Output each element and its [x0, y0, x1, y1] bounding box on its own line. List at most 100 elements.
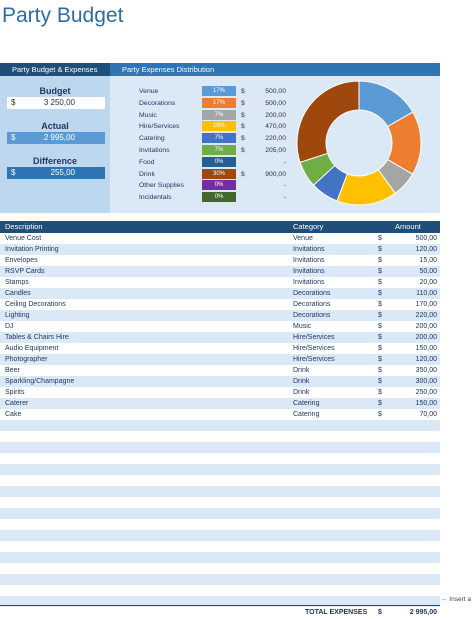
table-row[interactable]: Photographer Hire/Services $120,00 [0, 354, 440, 365]
distribution-currency: $ [241, 135, 245, 143]
distribution-category: Hire/Services [139, 123, 180, 131]
table-row[interactable]: Lighting Decorations $220,00 [0, 310, 440, 321]
row-category: Decorations [293, 312, 331, 319]
table-row[interactable]: Ceiling Decorations Decorations $170,00 [0, 299, 440, 310]
row-description: Sparkling/Champagne [5, 378, 75, 385]
row-category: Drink [293, 367, 310, 374]
table-row-empty[interactable] [0, 574, 440, 585]
distribution-currency: $ [241, 170, 245, 178]
row-currency: $ [378, 235, 382, 242]
table-row-empty[interactable] [0, 497, 440, 508]
row-amount: 20,00 [419, 279, 437, 286]
table-row[interactable]: Venue Cost Venue $500,00 [0, 233, 440, 244]
distribution-percent: 0% [202, 180, 236, 191]
distribution-percent: 7% [202, 109, 236, 120]
distribution-percent: 7% [202, 145, 236, 155]
distribution-category: Food [139, 158, 155, 166]
distribution-amount: - [283, 194, 286, 202]
expenses-table-body: Venue Cost Venue $500,00 Invitation Printin… [0, 233, 440, 607]
table-row-empty[interactable] [0, 519, 440, 530]
table-row[interactable]: Cake Catering $70,00 [0, 409, 440, 420]
table-row[interactable]: Candles Decorations $110,00 [0, 288, 440, 299]
row-description: Candles [5, 290, 31, 297]
row-description: Audio Equipment [5, 345, 59, 352]
distribution-category: Music [139, 111, 157, 119]
budget-value-cell[interactable]: $ 3 250,00 [7, 97, 105, 109]
distribution-percent: 0% [202, 156, 236, 167]
row-description: RSVP Cards [5, 268, 45, 275]
distribution-amount: 500,00 [265, 99, 286, 107]
header-description: Description [5, 222, 43, 231]
table-row[interactable]: Envelopes Invitations $15,00 [0, 255, 440, 266]
actual-label: Actual [41, 121, 69, 131]
table-row[interactable]: Audio Equipment Hire/Services $150,00 [0, 343, 440, 354]
row-currency: $ [378, 268, 382, 275]
distribution-amount: 900,00 [265, 170, 286, 178]
distribution-amount: 500,00 [265, 88, 286, 95]
row-description: Photographer [5, 356, 48, 363]
budget-currency: $ [11, 98, 16, 107]
table-row[interactable]: Sparkling/Champagne Drink $300,00 [0, 376, 440, 387]
row-amount: 70,00 [419, 411, 437, 418]
distribution-category: Incidentals [139, 194, 172, 202]
row-amount: 170,00 [415, 301, 437, 308]
row-category: Hire/Services [293, 345, 335, 352]
distribution-currency: $ [241, 88, 245, 95]
table-row-empty[interactable] [0, 596, 440, 607]
table-row-empty[interactable] [0, 563, 440, 574]
table-row-empty[interactable] [0, 453, 440, 464]
table-row[interactable]: RSVP Cards Invitations $50,00 [0, 266, 440, 277]
table-row-empty[interactable] [0, 508, 440, 519]
row-amount: 250,00 [415, 389, 437, 396]
row-category: Catering [293, 400, 320, 407]
insert-row-hint[interactable]: ← Insert a [441, 596, 471, 603]
total-value: 2 995,00 [409, 609, 437, 616]
header-category: Category [293, 222, 324, 231]
actual-value-cell: $ 2 995,00 [7, 132, 105, 144]
table-row[interactable]: Invitation Printing Invitations $120,00 [0, 244, 440, 255]
table-row[interactable]: Spirits Drink $250,00 [0, 387, 440, 398]
distribution-category: Venue [139, 88, 159, 95]
distribution-row: Music 7% $200,00 [139, 109, 299, 121]
table-row-empty[interactable] [0, 486, 440, 497]
distribution-currency: $ [241, 123, 245, 131]
total-currency: $ [378, 609, 382, 616]
row-category: Invitations [293, 257, 325, 264]
row-currency: $ [378, 367, 382, 374]
row-amount: 110,00 [416, 290, 437, 297]
distribution-amount: 470,00 [265, 123, 286, 131]
distribution-currency: $ [241, 99, 245, 107]
table-row[interactable]: Caterer Catering $150,00 [0, 398, 440, 409]
tab-party-budget-expenses: Party Budget & Expenses [0, 63, 110, 76]
actual-currency: $ [11, 133, 16, 142]
row-category: Hire/Services [293, 356, 335, 363]
table-row[interactable]: DJ Music $200,00 [0, 321, 440, 332]
distribution-percent: 0% [202, 192, 236, 203]
row-amount: 120,00 [415, 246, 437, 253]
table-row[interactable]: Tables & Chairs Hire Hire/Services $200,00 [0, 332, 440, 343]
row-category: Decorations [293, 290, 331, 297]
table-row-empty[interactable] [0, 431, 440, 442]
row-currency: $ [378, 389, 382, 396]
distribution-category: Drink [139, 170, 155, 178]
row-currency: $ [378, 279, 382, 286]
total-expenses-row: TOTAL EXPENSES $ 2 995,00 [0, 605, 440, 619]
expenses-donut-chart [296, 80, 422, 206]
expenses-table-header: Description Category Amount [0, 221, 440, 233]
table-row[interactable]: Stamps Invitations $20,00 [0, 277, 440, 288]
row-category: Venue [293, 235, 313, 242]
table-row-empty[interactable] [0, 541, 440, 552]
row-amount: 300,00 [415, 378, 437, 385]
table-row-empty[interactable] [0, 530, 440, 541]
table-row[interactable]: Beer Drink $350,00 [0, 365, 440, 376]
table-row-empty[interactable] [0, 464, 440, 475]
table-row-empty[interactable] [0, 552, 440, 563]
table-row-empty[interactable] [0, 420, 440, 431]
row-amount: 220,00 [415, 312, 437, 319]
row-currency: $ [378, 323, 382, 330]
table-row-empty[interactable] [0, 475, 440, 486]
row-amount: 350,00 [415, 367, 437, 374]
row-currency: $ [378, 246, 382, 253]
table-row-empty[interactable] [0, 442, 440, 453]
table-row-empty[interactable] [0, 585, 440, 596]
